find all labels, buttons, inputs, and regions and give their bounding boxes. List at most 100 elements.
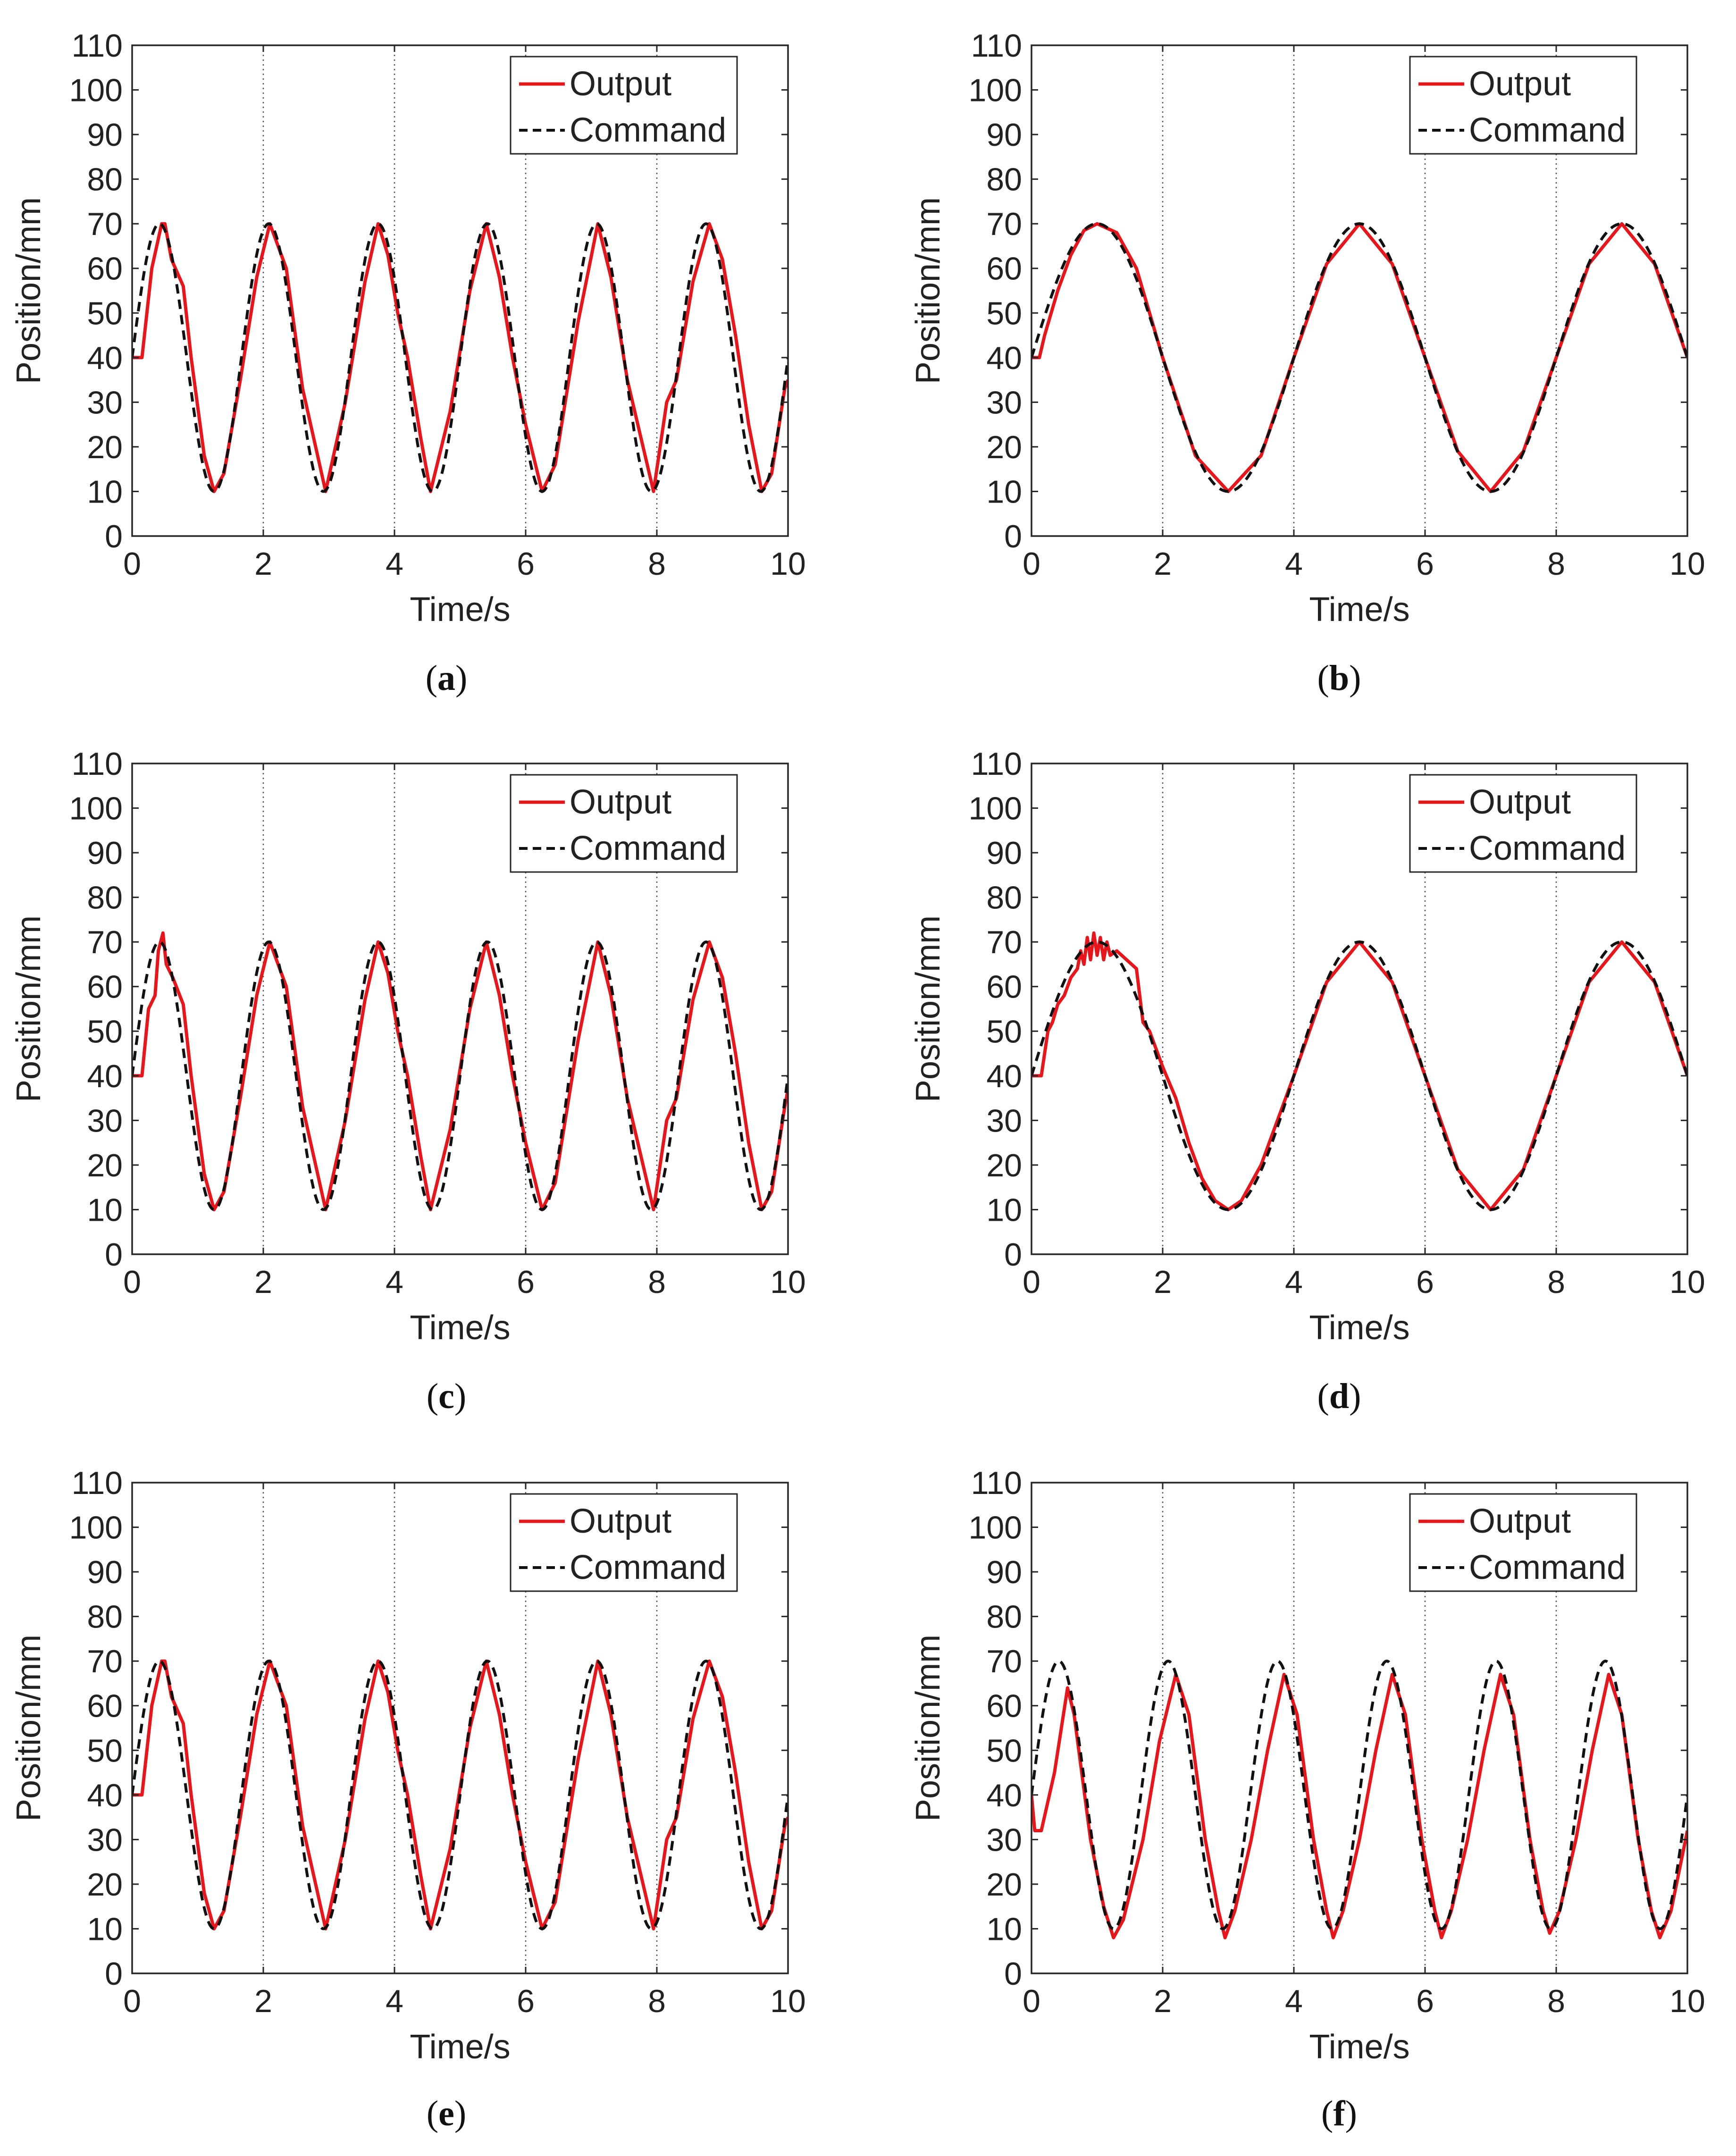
y-tick-label: 30 — [986, 1103, 1022, 1139]
y-tick-label: 50 — [986, 1733, 1022, 1769]
y-tick-label: 70 — [87, 1644, 123, 1679]
y-tick-label: 20 — [986, 1148, 1022, 1183]
legend: Output Command — [510, 56, 738, 155]
panel-letter: d — [1329, 1376, 1349, 1416]
x-tick-label: 2 — [254, 1983, 272, 2019]
legend-box — [510, 1493, 738, 1592]
x-tick-label: 6 — [1416, 1264, 1434, 1300]
y-tick-label: 100 — [969, 73, 1022, 109]
y-tick-label: 20 — [87, 1867, 123, 1903]
x-tick-label: 0 — [1023, 546, 1040, 582]
legend-command-label: Command — [570, 111, 726, 149]
x-tick-label: 10 — [1669, 1264, 1705, 1300]
y-tick-label: 10 — [986, 1911, 1022, 1947]
x-tick-label: 10 — [770, 1264, 806, 1300]
x-tick-label: 0 — [123, 1983, 141, 2019]
y-tick-label: 0 — [1004, 1956, 1022, 1992]
axes-frame — [1031, 1482, 1688, 1974]
legend-command-label: Command — [570, 830, 726, 867]
y-tick-label: 40 — [87, 1778, 123, 1813]
legend: Output Command — [1409, 56, 1637, 155]
panel-letter: e — [438, 2094, 454, 2133]
x-tick-label: 6 — [517, 1264, 535, 1300]
y-tick-label: 100 — [969, 1510, 1022, 1546]
x-tick-label: 4 — [386, 1264, 403, 1300]
x-tick-label: 10 — [1669, 546, 1705, 582]
x-tick-label: 6 — [1416, 1983, 1434, 2019]
y-tick-label: 40 — [87, 1058, 123, 1094]
y-tick-label: 90 — [87, 117, 123, 153]
legend-box — [1409, 774, 1637, 873]
x-axis-label: Time/s — [410, 2028, 510, 2066]
y-tick-label: 100 — [69, 791, 123, 827]
x-tick-label: 6 — [517, 546, 535, 582]
y-tick-label: 50 — [87, 1014, 123, 1049]
y-tick-label: 100 — [969, 791, 1022, 827]
axes-frame — [131, 763, 789, 1255]
legend-command-label: Command — [1469, 1549, 1626, 1586]
y-tick-label: 70 — [986, 924, 1022, 960]
panel-label: (d) — [1317, 1376, 1361, 1416]
y-tick-label: 100 — [69, 1510, 123, 1546]
y-tick-label: 80 — [87, 162, 123, 198]
x-tick-label: 6 — [517, 1983, 535, 2019]
y-tick-label: 110 — [971, 746, 1022, 782]
x-tick-label: 10 — [770, 1983, 806, 2019]
panel-label: (f) — [1321, 2094, 1357, 2133]
y-tick-label: 80 — [986, 880, 1022, 916]
y-tick-label: 80 — [87, 1599, 123, 1635]
y-tick-label: 100 — [69, 73, 123, 109]
y-tick-label: 20 — [87, 429, 123, 465]
y-tick-label: 60 — [87, 969, 123, 1005]
y-tick-label: 30 — [87, 1103, 123, 1139]
output-series-line — [1032, 1673, 1687, 1939]
x-tick-label: 10 — [770, 546, 806, 582]
x-axis-label: Time/s — [1309, 2028, 1409, 2066]
legend-command-label: Command — [1469, 830, 1626, 867]
y-tick-label: 110 — [72, 1465, 123, 1501]
axes-frame — [131, 1482, 789, 1974]
x-tick-label: 0 — [123, 1264, 141, 1300]
x-tick-label: 8 — [648, 546, 666, 582]
y-tick-label: 80 — [986, 162, 1022, 198]
y-tick-label: 0 — [105, 1956, 123, 1992]
y-tick-label: 30 — [986, 385, 1022, 420]
legend-box — [1409, 1493, 1637, 1592]
y-tick-label: 30 — [87, 1822, 123, 1858]
legend-output-label: Output — [570, 1502, 671, 1540]
x-tick-label: 4 — [386, 1983, 403, 2019]
y-tick-label: 50 — [87, 295, 123, 331]
legend-output-label: Output — [570, 783, 671, 821]
axes-frame — [1031, 763, 1688, 1255]
x-tick-label: 6 — [1416, 546, 1434, 582]
y-tick-label: 20 — [986, 429, 1022, 465]
legend-command-label: Command — [570, 1549, 726, 1586]
y-tick-label: 70 — [986, 1644, 1022, 1679]
y-tick-label: 60 — [986, 1688, 1022, 1724]
legend-command-label: Command — [1469, 111, 1626, 149]
y-tick-label: 0 — [105, 1237, 123, 1273]
panel-label: (b) — [1317, 658, 1361, 698]
y-tick-label: 110 — [72, 746, 123, 782]
legend: Output Command — [1409, 774, 1637, 873]
panel-label: (c) — [427, 1376, 466, 1416]
legend-box — [510, 774, 738, 873]
y-tick-label: 90 — [986, 1554, 1022, 1590]
y-tick-label: 90 — [986, 835, 1022, 871]
y-tick-label: 20 — [986, 1867, 1022, 1903]
x-axis-label: Time/s — [410, 591, 510, 629]
command-series-line — [132, 940, 788, 1211]
y-tick-label: 0 — [1004, 1237, 1022, 1273]
y-axis-label: Position/mm — [909, 915, 947, 1102]
x-tick-label: 0 — [1023, 1983, 1040, 2019]
y-tick-label: 60 — [986, 969, 1022, 1005]
y-tick-label: 50 — [986, 1014, 1022, 1049]
legend-box — [510, 56, 738, 155]
x-tick-label: 0 — [123, 546, 141, 582]
legend: Output Command — [510, 774, 738, 873]
x-axis-label: Time/s — [1309, 1309, 1409, 1347]
